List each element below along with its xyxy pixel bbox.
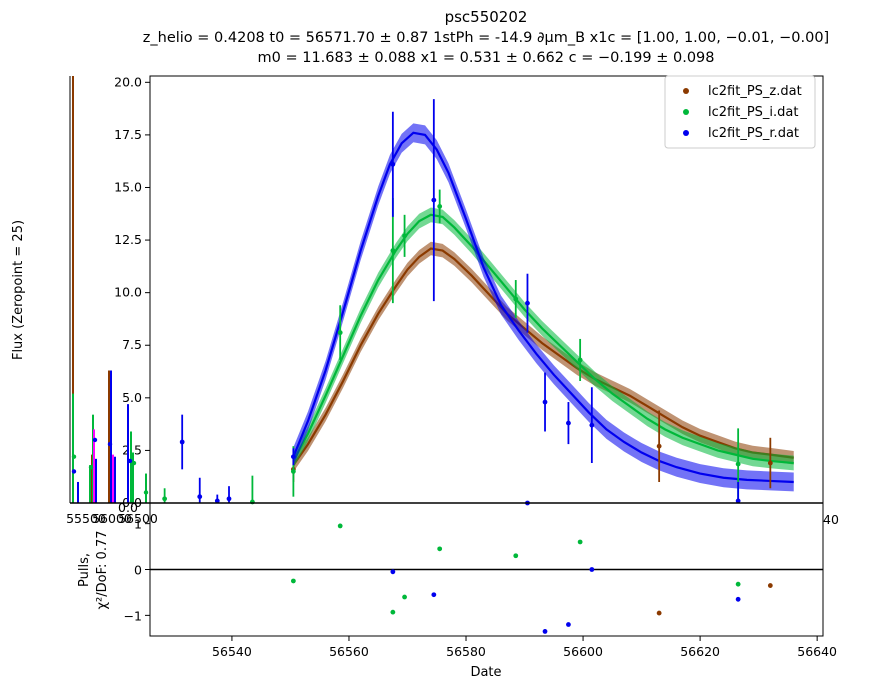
data-point-r xyxy=(390,161,396,167)
legend-label-z: lc2fit_PS_z.dat xyxy=(708,84,802,99)
pull-point-i xyxy=(390,609,396,615)
pull-point-i xyxy=(437,546,443,552)
chart-title: psc550202 xyxy=(445,8,528,26)
data-point-i xyxy=(437,204,443,209)
pulls-ytick-label: 1 xyxy=(134,517,142,532)
pulls-ytick-label: −1 xyxy=(124,608,142,623)
data-point-r xyxy=(525,300,530,306)
main-ytick-label: 17.5 xyxy=(114,127,142,142)
legend-label-i: lc2fit_PS_i.dat xyxy=(708,105,798,120)
legend: lc2fit_PS_z.dat lc2fit_PS_i.dat lc2fit_P… xyxy=(664,75,816,149)
data-point-i xyxy=(337,330,343,336)
data-point-r xyxy=(179,439,185,445)
pull-point-i xyxy=(513,553,519,559)
pull-point-r xyxy=(589,567,595,572)
model-band-z xyxy=(293,241,794,472)
inset-xtick-label: 56500 xyxy=(118,511,158,526)
main-ytick-label: 10.0 xyxy=(114,285,142,300)
model-line-i xyxy=(292,213,794,465)
pull-point-r xyxy=(390,569,396,575)
data-point-r xyxy=(542,399,548,405)
pull-point-r xyxy=(566,622,571,627)
inset-xtick-label: 56000 xyxy=(92,511,132,526)
inset-point xyxy=(143,490,149,495)
pull-point-r xyxy=(542,629,548,634)
pulls-xlabel: Date xyxy=(470,665,501,680)
data-point-r xyxy=(431,197,437,203)
data-point-i xyxy=(290,469,296,474)
pulls-plot: −1 0 1 56540 56560 56580 56600 56620 56640 xyxy=(70,500,837,659)
data-point-r xyxy=(735,498,741,504)
pull-point-i xyxy=(577,539,583,545)
data-point-r xyxy=(214,498,220,504)
pulls-ytick-label: 0 xyxy=(134,563,142,578)
chart-subtitle-line1: z_helio = 0.4208 t0 = 56571.70 ± 0.87 1s… xyxy=(143,30,829,46)
pull-point-i xyxy=(337,523,343,529)
pulls-xtick-label: 56580 xyxy=(446,644,486,659)
pulls-xtick-label: 56540 xyxy=(212,644,252,659)
inset-point xyxy=(131,460,137,466)
inset-point xyxy=(88,465,94,470)
pulls-xtick-label: 56620 xyxy=(680,644,720,659)
inset-point xyxy=(71,454,77,459)
inset-point xyxy=(71,469,77,474)
main-ytick-label: 12.5 xyxy=(114,232,142,247)
pull-point-r xyxy=(431,592,437,598)
legend-marker-i xyxy=(683,109,689,115)
pull-point-z xyxy=(656,610,662,616)
data-point-i xyxy=(513,296,519,302)
data-point-i xyxy=(402,233,407,239)
data-point-z xyxy=(767,460,773,466)
data-point-z xyxy=(656,443,662,449)
pull-point-r xyxy=(735,596,741,602)
data-point-i xyxy=(162,496,168,502)
pull-point-i xyxy=(735,581,741,587)
inset-point xyxy=(92,437,98,443)
inset-point xyxy=(107,441,113,447)
main-ylabel: Flux (Zeropoint = 25) xyxy=(11,220,26,360)
legend-marker-r xyxy=(683,130,689,136)
data-point-i xyxy=(577,357,583,363)
pulls-ylabel-line1: Pulls, xyxy=(77,553,92,587)
main-ytick-label: 5.0 xyxy=(122,390,142,405)
data-point-i xyxy=(390,248,396,253)
pulls-xtick-label: 56560 xyxy=(329,644,369,659)
data-point-r xyxy=(566,420,571,426)
model-line-z xyxy=(292,247,794,466)
main-ytick-label: 20.0 xyxy=(114,74,142,89)
inset-xtick-label: 55500 xyxy=(66,511,106,526)
legend-marker-z xyxy=(683,88,689,94)
pulls-ylabel-line2: χ²/DoF: 0.77 xyxy=(95,531,110,610)
data-point-i xyxy=(735,461,741,467)
inset-point xyxy=(127,458,133,464)
pulls-xtick-label: 56600 xyxy=(563,644,603,659)
main-xtick-label-last: 40 xyxy=(823,512,839,527)
data-point-r xyxy=(589,422,595,428)
main-ytick-label: 7.5 xyxy=(122,337,142,352)
model-line-r xyxy=(292,131,794,484)
main-ytick-label: 15.0 xyxy=(114,179,142,194)
pull-point-i xyxy=(402,594,407,600)
data-point-r xyxy=(197,494,203,500)
legend-label-r: lc2fit_PS_r.dat xyxy=(708,126,799,141)
pull-point-z xyxy=(767,583,773,588)
data-point-r xyxy=(290,454,296,460)
data-point-r xyxy=(226,496,232,502)
chart-subtitle-line2: m0 = 11.683 ± 0.088 x1 = 0.531 ± 0.662 c… xyxy=(258,50,715,66)
pulls-xtick-label: 56640 xyxy=(797,644,837,659)
pull-point-i xyxy=(290,578,296,584)
